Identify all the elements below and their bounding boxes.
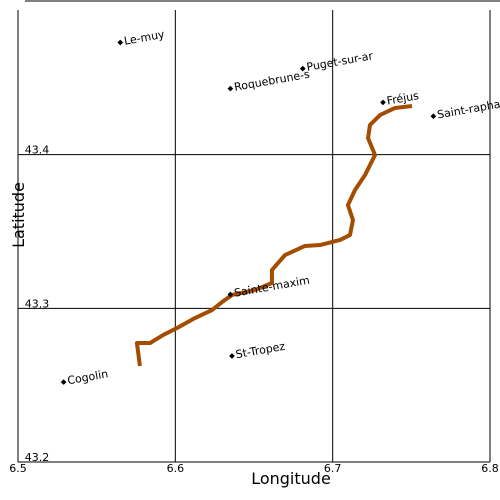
place-marker [227,291,234,298]
x-axis-title: Longitude [251,469,331,488]
x-tick-label: 6.7 [324,462,342,475]
x-tick-label: 6.5 [9,462,27,475]
track-line [134,103,413,367]
place-label: Le-muy [123,28,166,48]
place-marker [380,99,386,106]
place-label: Puget-sur-ar [305,49,374,74]
x-tick-label: 6.8 [481,462,499,475]
place-marker [229,353,235,359]
x-tick-label: 6.6 [167,462,185,475]
place-marker [227,85,234,92]
place-marker [430,113,437,120]
place-marker [299,65,306,72]
place-marker [60,379,67,385]
place-label: Cogolin [66,367,109,387]
place-label: Roquebrune-s [233,68,311,94]
y-tick-label: 43.3 [25,297,50,310]
place-marker [117,39,124,46]
place-label: St-Tropez [235,340,287,362]
place-label: Fréjus [386,89,420,107]
y-tick-label: 43.4 [25,144,50,157]
y-tick-label: 43.2 [25,451,50,464]
